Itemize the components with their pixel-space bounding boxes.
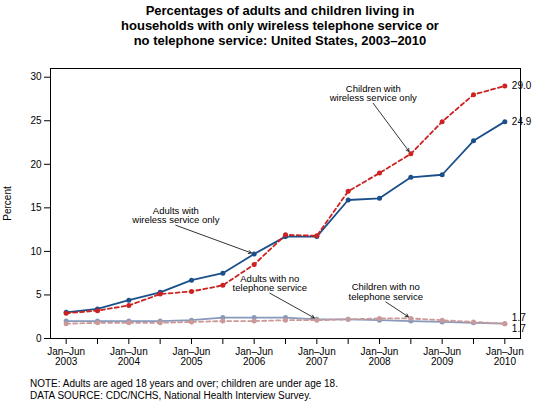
svg-text:Jan–Jun2003: Jan–Jun2003 [47, 346, 85, 367]
svg-text:Adults withwireless service on: Adults withwireless service only [131, 205, 219, 226]
svg-text:Jan–Jun2004: Jan–Jun2004 [110, 346, 148, 367]
svg-text:15: 15 [30, 202, 42, 213]
svg-text:Jan–Jun2007: Jan–Jun2007 [298, 346, 336, 367]
svg-text:1.7: 1.7 [512, 312, 526, 323]
svg-text:5: 5 [36, 289, 42, 300]
html-text:Percentages of adults and chil: Percentages of adults and children livin… [121, 3, 439, 48]
svg-text:Jan–Jun2005: Jan–Jun2005 [173, 346, 211, 367]
svg-text:0: 0 [36, 333, 42, 344]
svg-text:Children with notelephone serv: Children with notelephone service [349, 281, 423, 302]
svg-text:Jan–Jun2008: Jan–Jun2008 [361, 346, 399, 367]
svg-text:24.9: 24.9 [512, 116, 532, 127]
svg-text:1.7: 1.7 [512, 323, 526, 334]
svg-text:29.0: 29.0 [512, 80, 532, 91]
svg-text:Jan–Jun2010: Jan–Jun2010 [486, 346, 524, 367]
html-text:NOTE: Adults are aged 18 years: NOTE: Adults are aged 18 years and over;… [30, 378, 338, 401]
svg-text:20: 20 [30, 159, 42, 170]
svg-text:Jan–Jun2006: Jan–Jun2006 [235, 346, 273, 367]
svg-text:30: 30 [30, 71, 42, 82]
svg-text:25: 25 [30, 115, 42, 126]
svg-text:Jan–Jun2009: Jan–Jun2009 [423, 346, 461, 367]
svg-text:Percent: Percent [2, 186, 13, 221]
svg-text:Children withwireless service: Children withwireless service only [329, 83, 417, 104]
svg-text:Adults with notelephone servic: Adults with notelephone service [233, 273, 307, 294]
svg-text:10: 10 [30, 246, 42, 257]
